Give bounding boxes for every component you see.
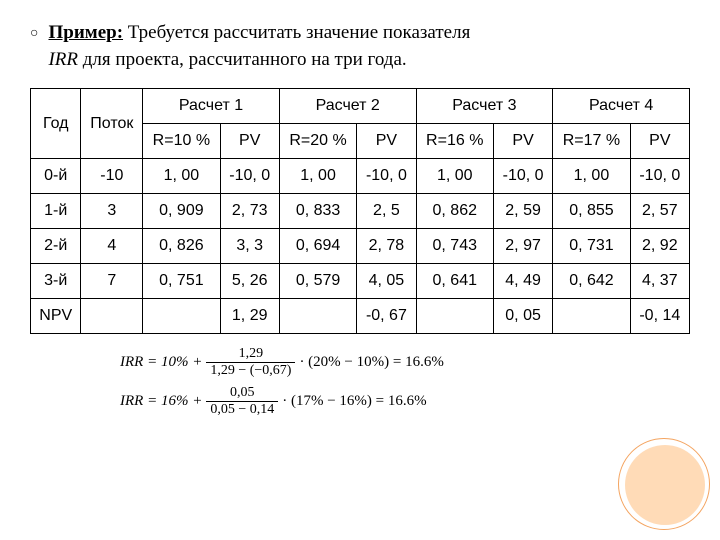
sub-pv-1: PV bbox=[220, 124, 279, 159]
col-flow-header: Поток bbox=[81, 89, 143, 159]
sub-r-3: R=16 % bbox=[416, 124, 493, 159]
group-header-4: Расчет 4 bbox=[553, 89, 690, 124]
italic-irr: IRR bbox=[48, 49, 78, 70]
sub-r-1: R=10 % bbox=[143, 124, 220, 159]
sub-pv-3: PV bbox=[493, 124, 552, 159]
bold-label: Пример: bbox=[48, 22, 123, 43]
irr-table: Год Поток Расчет 1 Расчет 2 Расчет 3 Рас… bbox=[30, 88, 690, 334]
text-part1: Требуется рассчитать значение показателя bbox=[123, 22, 470, 43]
sub-pv-4: PV bbox=[630, 124, 689, 159]
formula-1: IRR = 10% + 1,29 1,29 − (−0,67) · (20% −… bbox=[120, 346, 690, 379]
fraction-2: 0,05 0,05 − 0,14 bbox=[206, 385, 278, 418]
sub-pv-2: PV bbox=[357, 124, 416, 159]
group-header-3: Расчет 3 bbox=[416, 89, 553, 124]
intro-text: ○ Пример: Требуется рассчитать значение … bbox=[30, 20, 690, 73]
group-header-2: Расчет 2 bbox=[279, 89, 416, 124]
formula-2: IRR = 16% + 0,05 0,05 − 0,14 · (17% − 16… bbox=[120, 385, 690, 418]
table-row: 1-й 3 0, 909 2, 73 0, 833 2, 5 0, 862 2,… bbox=[31, 194, 690, 229]
npv-row: NPV 1, 29 -0, 67 0, 05 -0, 14 bbox=[31, 299, 690, 334]
bullet-icon: ○ bbox=[30, 24, 38, 73]
fraction-1: 1,29 1,29 − (−0,67) bbox=[206, 346, 295, 379]
decor-circle bbox=[625, 445, 705, 525]
text-part2: для проекта, рассчитанного на три года. bbox=[78, 49, 407, 70]
col-year-header: Год bbox=[31, 89, 81, 159]
sub-r-2: R=20 % bbox=[279, 124, 356, 159]
table-row: 3-й 7 0, 751 5, 26 0, 579 4, 05 0, 641 4… bbox=[31, 264, 690, 299]
group-header-1: Расчет 1 bbox=[143, 89, 280, 124]
formulas-block: IRR = 10% + 1,29 1,29 − (−0,67) · (20% −… bbox=[120, 346, 690, 418]
sub-r-4: R=17 % bbox=[553, 124, 630, 159]
table-row: 2-й 4 0, 826 3, 3 0, 694 2, 78 0, 743 2,… bbox=[31, 229, 690, 264]
table-row: 0-й -10 1, 00 -10, 0 1, 00 -10, 0 1, 00 … bbox=[31, 159, 690, 194]
